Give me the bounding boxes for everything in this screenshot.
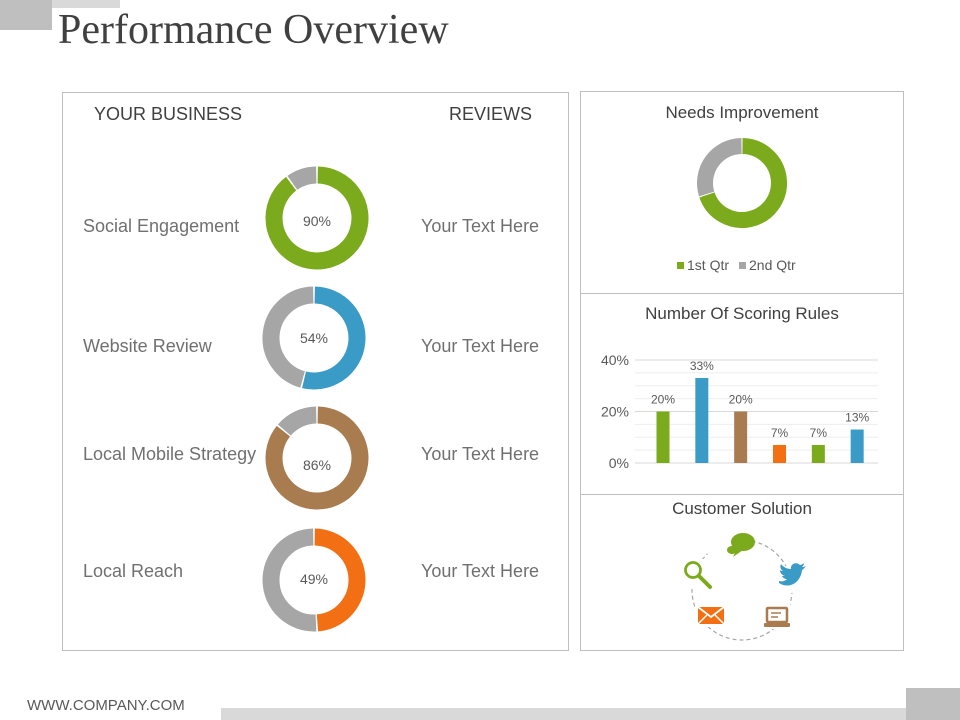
row-label-website-review: Website Review <box>83 336 212 356</box>
corner-block-top-left <box>0 0 52 30</box>
twitter-bird-icon <box>777 563 806 593</box>
legend-label: 1st Qtr <box>687 257 730 273</box>
donut-local-mobile-strategy: 86% <box>264 405 370 511</box>
donut-ring <box>265 406 369 510</box>
bar <box>656 411 670 463</box>
bar-data-label: 33% <box>690 359 714 373</box>
needs-improvement-title: Needs Improvement <box>665 103 819 122</box>
footer-url[interactable]: WWW.COMPANY.COM <box>27 697 185 714</box>
scoring-rules-panel: Number Of Scoring Rules 0% 20% 40% 20% 33% 20… <box>580 293 904 495</box>
laptop-icon <box>764 603 790 629</box>
review-text-local-mobile-strategy: Your Text Here <box>421 444 540 464</box>
donut-remainder-segment <box>277 406 317 436</box>
y-tick-label: 20% <box>601 404 629 420</box>
donut-percent-label: 86% <box>302 457 332 473</box>
donut-local-reach: 49% <box>261 527 367 633</box>
bar <box>773 444 786 463</box>
bar-data-label: 20% <box>729 393 753 407</box>
pie-slice-2nd-qtr <box>697 138 743 197</box>
corner-block-bottom-right <box>906 688 960 720</box>
bar <box>695 378 709 463</box>
magnifier-icon <box>682 559 714 589</box>
bar-data-label: 20% <box>651 393 675 407</box>
legend-item-2nd-qtr: 2nd Qtr <box>739 257 796 273</box>
donut-percent-label: 90% <box>302 213 332 229</box>
y-tick-label: 40% <box>601 352 629 368</box>
customer-solution-title: Customer Solution <box>672 499 812 518</box>
pie-slice-1st-qtr <box>699 138 787 228</box>
legend-swatch <box>677 261 684 269</box>
your-business-header: YOUR BUSINESS <box>94 104 243 124</box>
bar-data-label: 7% <box>771 426 789 440</box>
scoring-rules-title: Number Of Scoring Rules <box>645 304 839 323</box>
row-label-local-reach: Local Reach <box>83 561 184 581</box>
top-strip <box>52 0 120 8</box>
customer-solution-diagram <box>682 531 806 641</box>
reviews-header: REVIEWS <box>449 104 533 124</box>
bar-data-label: 7% <box>810 426 828 440</box>
donut-percent-label: 54% <box>299 330 329 346</box>
donut-value-segment <box>314 528 366 632</box>
review-text-social-engagement: Your Text Here <box>421 216 540 236</box>
donut-remainder-segment <box>262 528 317 632</box>
donut-remainder-segment <box>287 166 317 191</box>
review-text-website-review: Your Text Here <box>421 336 540 356</box>
bar <box>811 444 825 463</box>
y-tick-label: 0% <box>609 455 629 471</box>
needs-improvement-donut <box>697 138 787 228</box>
bar <box>734 411 748 463</box>
legend-label: 2nd Qtr <box>749 257 796 273</box>
donut-social-engagement: 90% <box>264 165 370 271</box>
donut-percent-label: 49% <box>299 571 329 587</box>
page-title: Performance Overview <box>58 7 449 53</box>
needs-improvement-panel: Needs Improvement 1st Qtr 2nd Qtr <box>580 91 904 294</box>
needs-improvement-legend: 1st Qtr 2nd Qtr <box>677 257 796 273</box>
donut-website-review: 54% <box>261 285 367 391</box>
donut-ring <box>265 166 369 270</box>
bar-data-label: 13% <box>845 411 869 425</box>
bar <box>850 429 864 463</box>
bottom-strip <box>221 708 906 720</box>
donut-value-segment <box>265 406 369 510</box>
donut-value-segment <box>302 286 366 390</box>
donut-value-segment <box>265 166 369 270</box>
review-text-local-reach: Your Text Here <box>421 561 540 581</box>
chat-bubble-icon <box>703 531 755 557</box>
legend-item-1st-qtr: 1st Qtr <box>677 257 729 273</box>
customer-solution-panel: Customer Solution <box>580 494 904 651</box>
row-label-local-mobile-strategy: Local Mobile Strategy <box>83 444 257 464</box>
donut-ring <box>262 528 366 632</box>
envelope-icon <box>695 603 727 627</box>
scoring-rules-bar-chart: 0% 20% 40% 20% 33% 20% 7% 7% 13% <box>601 352 878 471</box>
donut-ring <box>262 286 366 390</box>
row-label-social-engagement: Social Engagement <box>83 216 240 236</box>
donut-remainder-segment <box>262 286 314 388</box>
business-reviews-panel: YOUR BUSINESS REVIEWS Social Engagement … <box>62 92 569 651</box>
legend-swatch <box>739 261 747 269</box>
